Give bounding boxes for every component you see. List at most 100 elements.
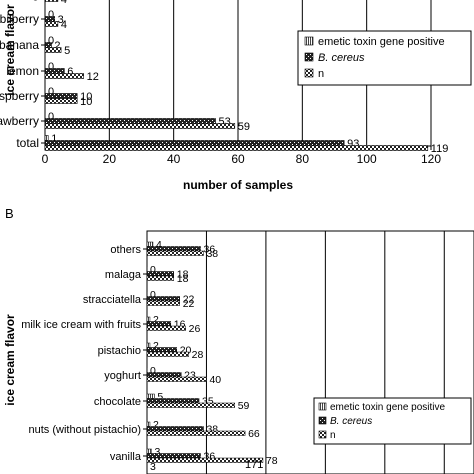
legend-box <box>297 30 472 86</box>
data-label: 28 <box>192 349 204 361</box>
bar <box>146 457 264 463</box>
category-label: nuts (without pistachio) <box>29 424 142 436</box>
data-label: 0 <box>48 9 54 21</box>
data-label: 2 <box>153 314 159 326</box>
bar <box>146 342 151 348</box>
category-label: lemon <box>6 64 39 78</box>
data-label: 40 <box>209 374 221 386</box>
data-label: 0 <box>150 289 156 301</box>
bar <box>146 246 201 252</box>
data-label: 78 <box>266 455 278 467</box>
category-label: pistachio <box>98 345 141 357</box>
data-label: 36 <box>204 244 216 256</box>
data-label: 6 <box>67 66 73 78</box>
data-label: 18 <box>177 273 189 285</box>
data-label: 5 <box>64 45 70 57</box>
bar <box>146 402 235 408</box>
legend-entry: B. cereus <box>318 52 365 64</box>
category-label: malaga <box>105 269 142 281</box>
panel-letter: B <box>5 206 14 221</box>
data-label: 119 <box>431 143 449 155</box>
legend-swatch <box>304 52 314 62</box>
bar <box>44 42 52 48</box>
data-label: 0 <box>48 86 54 98</box>
bar <box>146 398 200 404</box>
category-label: total <box>16 136 39 150</box>
data-label: 35 <box>202 396 214 408</box>
data-label: 16 <box>174 319 186 331</box>
data-label: 18 <box>177 269 189 281</box>
bar <box>44 93 78 99</box>
data-label: 0 <box>150 264 156 276</box>
bar <box>44 98 78 104</box>
y-axis-title: ice cream flavor <box>3 4 17 96</box>
category-label: banana <box>0 38 39 52</box>
bar <box>146 347 177 353</box>
bar <box>44 47 62 53</box>
bar <box>146 448 152 454</box>
bar <box>146 241 154 247</box>
bar <box>44 68 65 74</box>
x-tick-label: 60 <box>231 152 245 166</box>
data-label: 1 <box>51 133 57 145</box>
data-label: 22 <box>183 298 195 310</box>
data-label: 12 <box>87 71 99 83</box>
data-label: 38 <box>206 248 218 260</box>
bar <box>146 430 246 436</box>
x-axis-title: number of samples <box>183 178 293 192</box>
category-label: yoghurt <box>104 370 141 382</box>
data-label: 0 <box>48 61 54 73</box>
bar <box>146 351 189 357</box>
category-label: milk ice cream with fruits <box>21 319 141 331</box>
legend-entry: B. cereus <box>330 416 372 427</box>
x-tick-label: 0 <box>42 152 49 166</box>
bar <box>146 393 155 399</box>
data-label: 3 <box>154 446 160 458</box>
bar <box>146 372 182 378</box>
bar <box>44 21 59 27</box>
y-axis-title: ice cream flavor <box>3 314 17 406</box>
data-label: 10 <box>80 96 92 108</box>
panel-a: 020406080100120g4bilberry034banana025lem… <box>0 0 472 192</box>
bar <box>146 316 151 322</box>
x-tick-label: 40 <box>167 152 181 166</box>
legend-entry: emetic toxin gene positive <box>318 36 445 48</box>
bar <box>146 300 180 306</box>
data-label: 2 <box>153 419 159 431</box>
legend-swatch <box>304 68 314 78</box>
bar <box>146 271 175 277</box>
x-tick-label: 80 <box>296 152 310 166</box>
data-label: 20 <box>180 345 192 357</box>
data-label: 59 <box>238 121 250 133</box>
x-tick-label: 120 <box>421 152 441 166</box>
data-label: 66 <box>248 428 260 440</box>
legend-swatch <box>304 36 314 46</box>
legend-entry: n <box>330 430 336 441</box>
legend-swatch <box>318 416 327 425</box>
legend-swatch <box>318 402 327 411</box>
data-label: 23 <box>184 370 196 382</box>
data-label: 3 <box>150 461 156 473</box>
data-label: 59 <box>238 400 250 412</box>
data-label: 38 <box>206 424 218 436</box>
category-label: vanilla <box>110 451 142 463</box>
data-label: 4 <box>156 239 162 251</box>
data-label: 4 <box>61 19 67 31</box>
bar <box>146 453 201 459</box>
legend-entry: emetic toxin gene positive <box>330 402 446 413</box>
bar <box>146 421 151 427</box>
legend-box <box>313 397 472 445</box>
bar <box>44 145 429 151</box>
bar <box>146 321 172 327</box>
data-label: 5 <box>157 391 163 403</box>
category-label: g <box>32 0 39 1</box>
bar <box>44 123 236 129</box>
data-label: 171 <box>245 459 263 471</box>
category-label: bilberry <box>0 12 39 26</box>
data-label: 26 <box>189 323 201 335</box>
category-label: others <box>110 244 141 256</box>
data-label: 10 <box>80 91 92 103</box>
category-label: raspberry <box>0 89 39 103</box>
x-tick-label: 20 <box>103 152 117 166</box>
